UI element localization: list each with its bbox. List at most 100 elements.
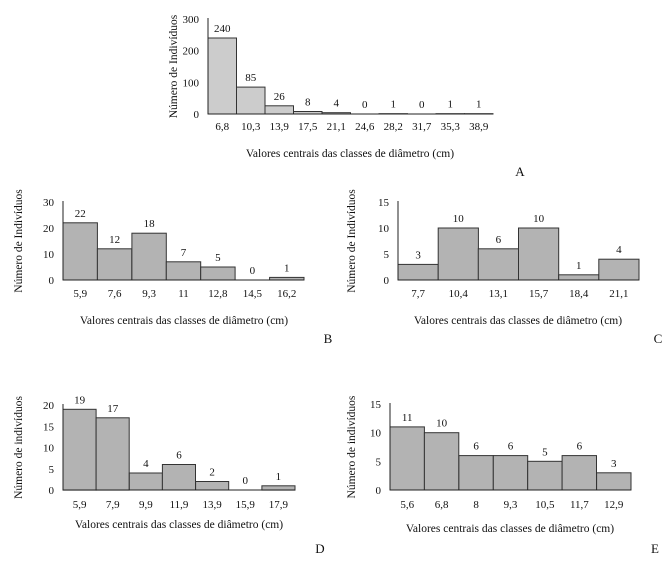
chart-a-bar-2 [264,105,294,115]
chart-d-y-tick-4: 20 [43,400,55,412]
chart-d-data-label-3: 6 [176,450,182,462]
chart-c-x-tick-2: 13,1 [489,288,508,300]
chart-c-x-tick-0: 7,7 [411,288,425,300]
chart-e-y-tick-1: 5 [376,456,382,468]
chart-b-y-tick-0: 0 [49,275,55,287]
chart-b-y-axis-label: Número de Indivíduos [13,189,25,293]
chart-e-bar-5 [561,455,597,491]
chart-b-data-label-5: 0 [250,265,256,277]
chart-a-x-tick-8: 35,3 [441,121,461,133]
chart-b-data-label-2: 18 [144,218,156,230]
chart-e-x-tick-6: 12,9 [604,499,624,511]
chart-c-data-label-1: 10 [453,213,465,225]
chart-e-bar-6 [596,472,632,491]
chart-a-data-label-8: 1 [448,99,454,111]
chart-c-x-tick-3: 15,7 [529,288,549,300]
chart-b-data-label-4: 5 [215,252,221,264]
chart-d-data-label-6: 1 [276,471,282,483]
chart-a-x-tick-0: 6,8 [215,121,229,133]
chart-d-y-tick-3: 15 [43,421,55,433]
chart-b-data-label-3: 7 [181,247,187,259]
chart-c-data-label-4: 1 [576,260,582,272]
chart-d-x-tick-3: 11,9 [170,499,189,511]
chart-b-x-tick-6: 16,2 [277,288,296,300]
chart-d-data-label-4: 2 [209,467,215,479]
chart-e-data-label-1: 10 [436,418,448,430]
chart-e-y-tick-0: 0 [376,485,382,497]
chart-d-x-axis-label: Valores centrais das classes de diâmetro… [75,519,283,531]
chart-a-data-label-6: 1 [391,99,397,111]
chart-c-panel-letter: C [654,331,663,346]
chart-e-x-tick-5: 11,7 [570,499,589,511]
chart-e-data-label-6: 3 [611,458,617,470]
chart-d-y-tick-0: 0 [49,485,55,497]
chart-a-x-tick-2: 13,9 [270,121,290,133]
chart-a-x-axis-label: Valores centrais das classes de diâmetro… [246,148,454,160]
chart-a-x-tick-6: 28,2 [384,121,403,133]
chart-a-y-tick-3: 300 [183,14,200,26]
chart-b-x-tick-3: 11 [178,288,189,300]
chart-d-bar-2 [128,472,163,491]
chart-d-x-tick-1: 7,9 [106,499,120,511]
chart-b-x-tick-1: 7,6 [108,288,122,300]
chart-e-bar-1 [423,432,460,491]
chart-c-y-tick-1: 5 [384,249,390,261]
chart-a-bar-1 [236,86,266,115]
chart-e-x-tick-2: 8 [473,499,479,511]
chart-b-bar-1 [96,248,133,281]
chart-a-data-label-1: 85 [245,72,257,84]
chart-b-y-tick-2: 20 [43,223,55,235]
chart-a-x-tick-9: 38,9 [469,121,489,133]
chart-a-data-label-9: 1 [476,99,482,111]
chart-e-data-label-5: 6 [577,441,583,453]
chart-b-bar-2 [131,232,167,281]
chart-d-x-tick-0: 5,9 [73,499,87,511]
chart-c-data-label-3: 10 [533,213,545,225]
chart-e-bar-3 [492,455,529,491]
chart-a-x-tick-1: 10,3 [241,121,261,133]
chart-e-bar-0 [389,426,425,491]
chart-a-panel-letter: A [515,164,525,179]
chart-c-data-label-2: 6 [496,234,502,246]
chart-a-data-label-4: 4 [334,98,340,110]
chart-a-y-tick-1: 100 [183,77,200,89]
chart-e-y-tick-3: 15 [370,399,382,411]
chart-c-bar-4 [558,274,600,281]
chart-c-y-axis-label: Número de Indivíduos [346,189,358,293]
chart-e-data-label-2: 6 [473,441,479,453]
chart-e-x-tick-0: 5,6 [400,499,414,511]
chart-e-x-axis-label: Valores centrais das classes de diâmetro… [406,523,614,535]
chart-b-bar-4 [200,266,236,281]
chart-d-bar-6 [261,485,296,491]
chart-a-y-axis-label: Número de Indivíduos [168,14,180,118]
chart-b-x-tick-5: 14,5 [243,288,263,300]
chart-d-y-axis-label: Número de indivíduos [13,396,25,499]
chart-d-x-tick-4: 13,9 [202,499,222,511]
chart-d-data-label-0: 19 [74,394,86,406]
chart-e-bar-4 [527,460,563,491]
chart-b-panel-letter: B [324,331,333,346]
chart-b-data-label-6: 1 [284,262,290,274]
chart-b-x-tick-0: 5,9 [73,288,87,300]
chart-e-x-tick-4: 10,5 [535,499,555,511]
chart-c-x-tick-5: 21,1 [609,288,628,300]
chart-b-x-tick-2: 9,3 [142,288,156,300]
chart-d-bar-1 [95,417,130,491]
chart-e-data-label-0: 11 [402,412,413,424]
chart-c-y-tick-3: 15 [378,197,390,209]
chart-a-x-tick-5: 24,6 [355,121,375,133]
chart-b-x-axis-label: Valores centrais das classes de diâmetro… [80,315,288,327]
chart-c-bar-5 [598,258,640,281]
chart-b-y-tick-1: 10 [43,249,55,261]
chart-d-data-label-5: 0 [243,475,249,487]
chart-d-bar-3 [161,464,196,491]
chart-a-data-label-2: 26 [274,91,286,103]
chart-d-data-label-2: 4 [143,458,149,470]
chart-b-x-tick-4: 12,8 [208,288,228,300]
chart-c-bar-3 [518,227,560,281]
chart-a-x-tick-3: 17,5 [298,121,318,133]
chart-a-data-label-7: 0 [419,99,425,111]
chart-c-x-axis-label: Valores centrais das classes de diâmetro… [414,315,622,327]
chart-a-data-label-0: 240 [214,23,231,35]
